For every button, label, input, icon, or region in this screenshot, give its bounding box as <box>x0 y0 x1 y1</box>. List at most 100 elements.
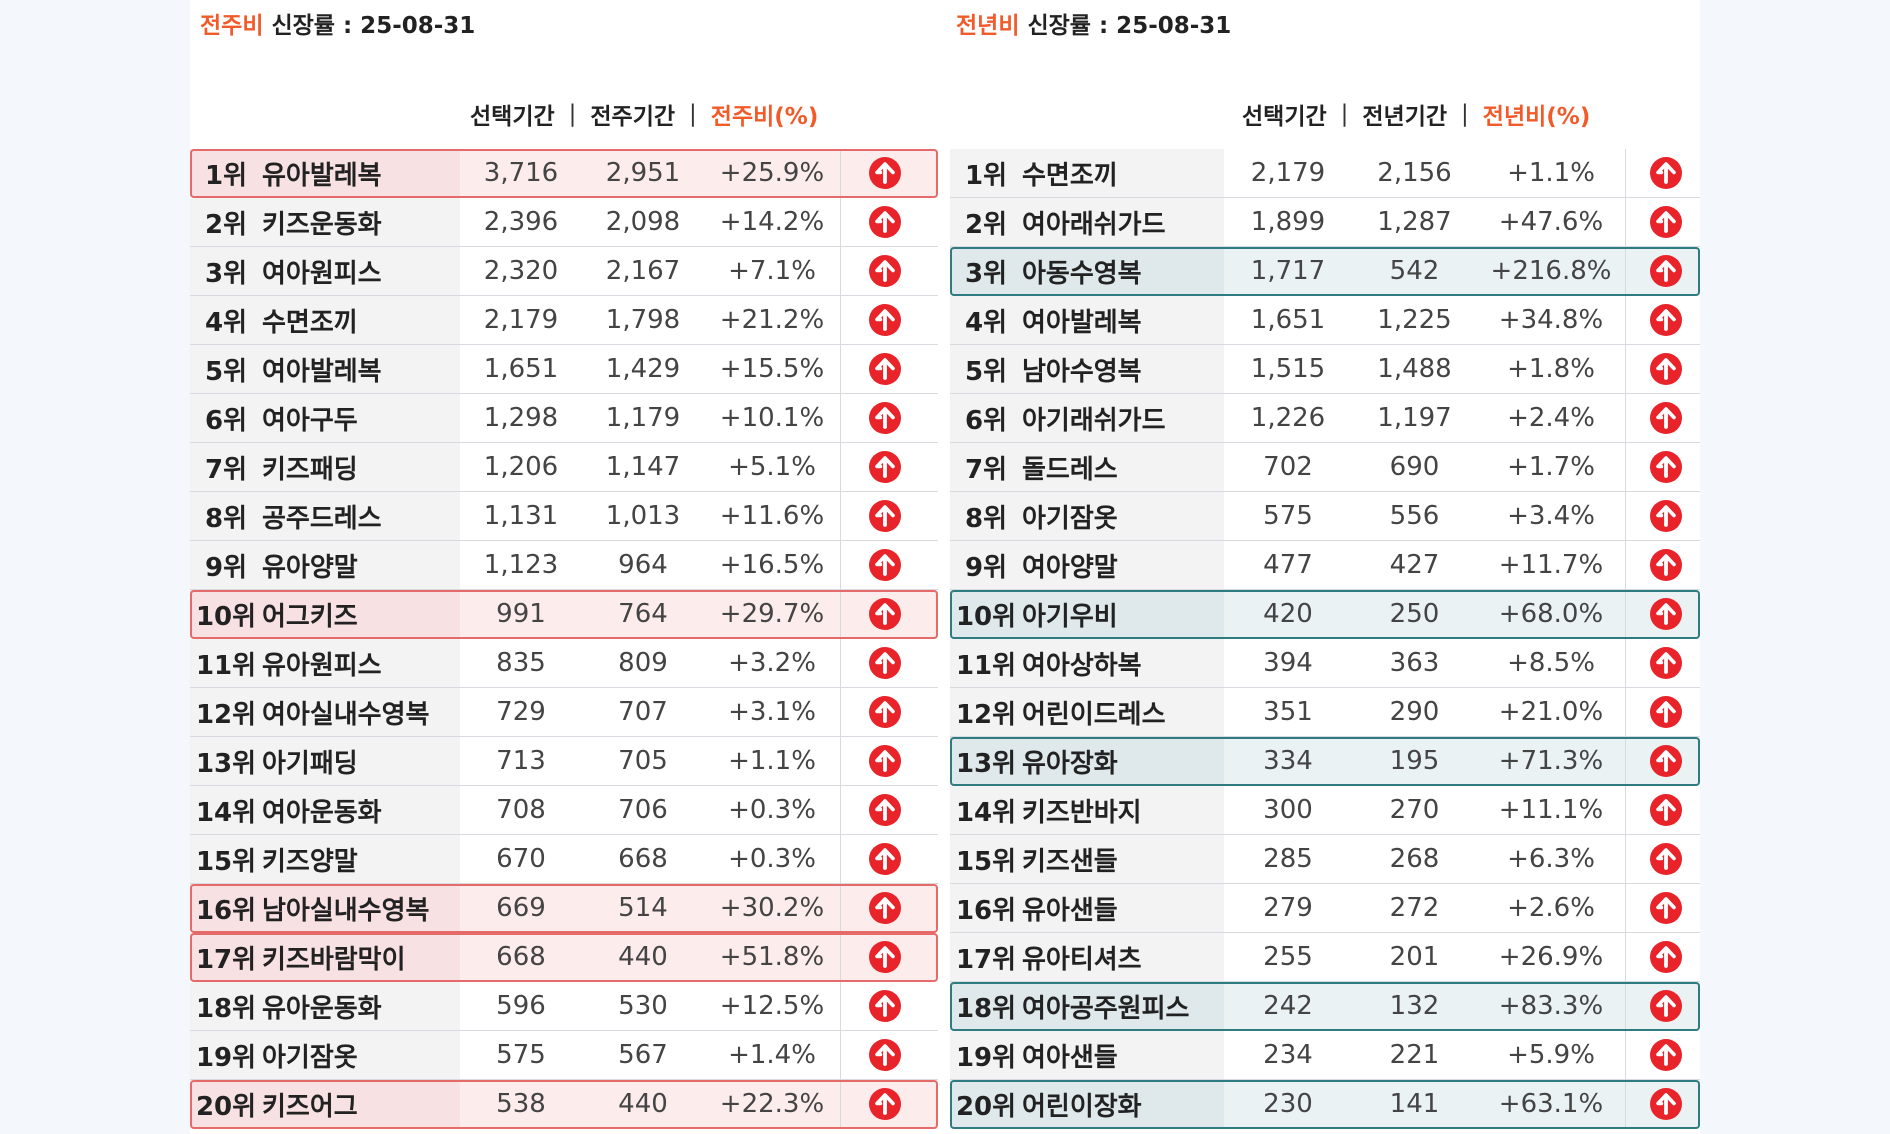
ranking-row[interactable]: 5위 여아발레복 1,651 1,429 +15.5% <box>190 345 938 394</box>
rank-name-cell: 7위 돌드레스 <box>950 443 1224 491</box>
ranking-row[interactable]: 11위 여아상하복 394 363 +8.5% <box>950 639 1700 688</box>
ranking-row[interactable]: 14위 여아운동화 708 706 +0.3% <box>190 786 938 835</box>
previous-period-value: 2,156 <box>1377 158 1452 188</box>
ranking-row[interactable]: 1위 수면조끼 2,179 2,156 +1.1% <box>950 149 1700 198</box>
rank-label: 11위 <box>195 650 257 681</box>
rank-name-cell: 3위 여아원피스 <box>190 247 460 295</box>
header-selected-period: 선택기간 <box>1242 104 1327 130</box>
rank-label: 5위 <box>964 356 1007 387</box>
arrow-up-circle-icon <box>1649 304 1682 336</box>
ranking-row[interactable]: 7위 키즈패딩 1,206 1,147 +5.1% <box>190 443 938 492</box>
ranking-row[interactable]: 3위 아동수영복 1,717 542 +216.8% <box>950 247 1700 296</box>
rank-name-cell: 16위 유아샌들 <box>950 884 1224 932</box>
previous-period-value: 1,287 <box>1377 207 1452 237</box>
previous-period-value: 290 <box>1389 697 1440 727</box>
ranking-row[interactable]: 7위 돌드레스 702 690 +1.7% <box>950 443 1700 492</box>
weekly-caption: 전주비 신장률 : 25-08-31 <box>200 6 475 40</box>
ranking-row[interactable]: 17위 유아티셔츠 255 201 +26.9% <box>950 933 1700 982</box>
ranking-row[interactable]: 16위 남아실내수영복 669 514 +30.2% <box>190 884 938 933</box>
ranking-row[interactable]: 14위 키즈반바지 300 270 +11.1% <box>950 786 1700 835</box>
yearly-caption: 전년비 신장률 : 25-08-31 <box>956 6 1231 40</box>
ranking-row[interactable]: 12위 어린이드레스 351 290 +21.0% <box>950 688 1700 737</box>
ranking-row[interactable]: 10위 어그키즈 991 764 +29.7% <box>190 590 938 639</box>
ranking-row[interactable]: 19위 여아샌들 234 221 +5.9% <box>950 1031 1700 1080</box>
ranking-row[interactable]: 10위 아기우비 420 250 +68.0% <box>950 590 1700 639</box>
header-separator: | <box>568 101 577 127</box>
ranking-row[interactable]: 3위 여아원피스 2,320 2,167 +7.1% <box>190 247 938 296</box>
ranking-row[interactable]: 13위 아기패딩 713 705 +1.1% <box>190 737 938 786</box>
ranking-row[interactable]: 1위 유아발레복 3,716 2,951 +25.9% <box>190 149 938 198</box>
ranking-row[interactable]: 12위 여아실내수영복 729 707 +3.1% <box>190 688 938 737</box>
growth-percent: +5.1% <box>728 452 816 482</box>
previous-period-value: 542 <box>1389 256 1440 286</box>
ranking-row[interactable]: 19위 아기잠옷 575 567 +1.4% <box>190 1031 938 1080</box>
keyword-name: 키즈패딩 <box>262 454 358 485</box>
keyword-name: 아기우비 <box>1022 601 1118 632</box>
rank-name-cell: 3위 아동수영복 <box>950 247 1224 295</box>
keyword-name: 공주드레스 <box>262 503 382 534</box>
previous-period-value: 427 <box>1389 550 1440 580</box>
keyword-name: 아동수영복 <box>1022 258 1142 289</box>
arrow-up-circle-icon <box>869 647 901 679</box>
ranking-row[interactable]: 18위 여아공주원피스 242 132 +83.3% <box>950 982 1700 1031</box>
keyword-name: 여아래쉬가드 <box>1022 209 1166 240</box>
ranking-row[interactable]: 4위 여아발레복 1,651 1,225 +34.8% <box>950 296 1700 345</box>
previous-period-value: 440 <box>618 942 668 972</box>
rank-label: 4위 <box>964 307 1007 338</box>
ranking-row[interactable]: 9위 여아양말 477 427 +11.7% <box>950 541 1700 590</box>
header-previous-week: 전주기간 <box>590 104 676 130</box>
header-separator: | <box>689 101 697 127</box>
ranking-row[interactable]: 17위 키즈바람막이 668 440 +51.8% <box>190 933 938 982</box>
rank-name-cell: 10위 아기우비 <box>950 590 1224 638</box>
ranking-row[interactable]: 6위 아기래쉬가드 1,226 1,197 +2.4% <box>950 394 1700 443</box>
selected-period-value: 708 <box>496 795 546 825</box>
ranking-row[interactable]: 16위 유아샌들 279 272 +2.6% <box>950 884 1700 933</box>
ranking-row[interactable]: 13위 유아장화 334 195 +71.3% <box>950 737 1700 786</box>
keyword-name: 아기래쉬가드 <box>1022 405 1166 436</box>
selected-period-value: 668 <box>496 942 546 972</box>
ranking-row[interactable]: 2위 여아래쉬가드 1,899 1,287 +47.6% <box>950 198 1700 247</box>
rank-name-cell: 20위 어린이장화 <box>950 1080 1224 1128</box>
ranking-row[interactable]: 8위 공주드레스 1,131 1,013 +11.6% <box>190 492 938 541</box>
growth-percent: +5.9% <box>1507 1040 1595 1070</box>
rank-name-cell: 2위 여아래쉬가드 <box>950 198 1224 246</box>
previous-period-value: 1,013 <box>605 501 681 531</box>
ranking-row[interactable]: 20위 어린이장화 230 141 +63.1% <box>950 1080 1700 1129</box>
trend-cell <box>1625 933 1705 981</box>
rank-name-cell: 12위 여아실내수영복 <box>190 688 460 736</box>
growth-percent: +29.7% <box>719 599 825 629</box>
keyword-name: 키즈바람막이 <box>262 944 406 975</box>
ranking-row[interactable]: 15위 키즈샌들 285 268 +6.3% <box>950 835 1700 884</box>
ranking-row[interactable]: 15위 키즈양말 670 668 +0.3% <box>190 835 938 884</box>
trend-cell <box>1625 982 1705 1030</box>
growth-percent: +2.4% <box>1507 403 1595 433</box>
arrow-up-circle-icon <box>869 598 901 630</box>
ranking-row[interactable]: 4위 수면조끼 2,179 1,798 +21.2% <box>190 296 938 345</box>
keyword-name: 여아발레복 <box>1022 307 1142 338</box>
ranking-row[interactable]: 8위 아기잠옷 575 556 +3.4% <box>950 492 1700 541</box>
arrow-up-circle-icon <box>869 157 901 189</box>
ranking-row[interactable]: 2위 키즈운동화 2,396 2,098 +14.2% <box>190 198 938 247</box>
growth-percent: +11.1% <box>1498 795 1604 825</box>
keyword-name: 어그키즈 <box>262 601 358 632</box>
trend-cell <box>840 639 929 687</box>
ranking-row[interactable]: 5위 남아수영복 1,515 1,488 +1.8% <box>950 345 1700 394</box>
rank-label: 14위 <box>955 797 1017 828</box>
trend-cell <box>840 688 929 736</box>
rank-name-cell: 11위 유아원피스 <box>190 639 460 687</box>
ranking-row[interactable]: 9위 유아양말 1,123 964 +16.5% <box>190 541 938 590</box>
keyword-name: 유아티셔츠 <box>1022 944 1142 975</box>
previous-period-value: 809 <box>618 648 668 678</box>
growth-percent: +51.8% <box>719 942 825 972</box>
previous-period-value: 440 <box>618 1089 668 1119</box>
ranking-row[interactable]: 20위 키즈어그 538 440 +22.3% <box>190 1080 938 1129</box>
ranking-row[interactable]: 18위 유아운동화 596 530 +12.5% <box>190 982 938 1031</box>
ranking-row[interactable]: 11위 유아원피스 835 809 +3.2% <box>190 639 938 688</box>
growth-percent: +25.9% <box>719 158 825 188</box>
selected-period-value: 230 <box>1263 1089 1313 1119</box>
ranking-row[interactable]: 6위 여아구두 1,298 1,179 +10.1% <box>190 394 938 443</box>
trend-cell <box>840 1031 929 1079</box>
keyword-name: 여아운동화 <box>262 797 382 828</box>
rank-label: 19위 <box>195 1042 257 1073</box>
keyword-name: 어린이장화 <box>1022 1091 1142 1122</box>
